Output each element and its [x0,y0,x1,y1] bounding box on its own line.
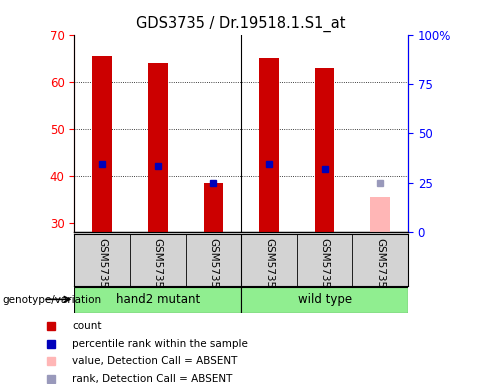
Text: hand2 mutant: hand2 mutant [116,293,200,306]
Text: value, Detection Call = ABSENT: value, Detection Call = ABSENT [72,356,238,366]
Bar [241,287,408,313]
Bar [204,183,223,232]
Text: GSM573574: GSM573574 [97,238,107,302]
Text: percentile rank within the sample: percentile rank within the sample [72,339,248,349]
Bar [93,56,112,232]
Text: GSM573577: GSM573577 [375,238,385,302]
Bar [148,63,168,232]
Bar [74,287,241,313]
Text: genotype/variation: genotype/variation [2,295,102,305]
Bar [371,197,390,232]
Text: wild type: wild type [298,293,352,306]
Text: GSM573573: GSM573573 [264,238,274,302]
Text: GSM573575: GSM573575 [320,238,330,302]
Text: rank, Detection Call = ABSENT: rank, Detection Call = ABSENT [72,374,233,384]
Text: GSM573576: GSM573576 [153,238,163,302]
Text: GSM573578: GSM573578 [208,238,218,302]
Bar [315,68,335,232]
Bar [259,58,279,232]
Text: count: count [72,321,102,331]
Title: GDS3735 / Dr.19518.1.S1_at: GDS3735 / Dr.19518.1.S1_at [136,16,346,32]
